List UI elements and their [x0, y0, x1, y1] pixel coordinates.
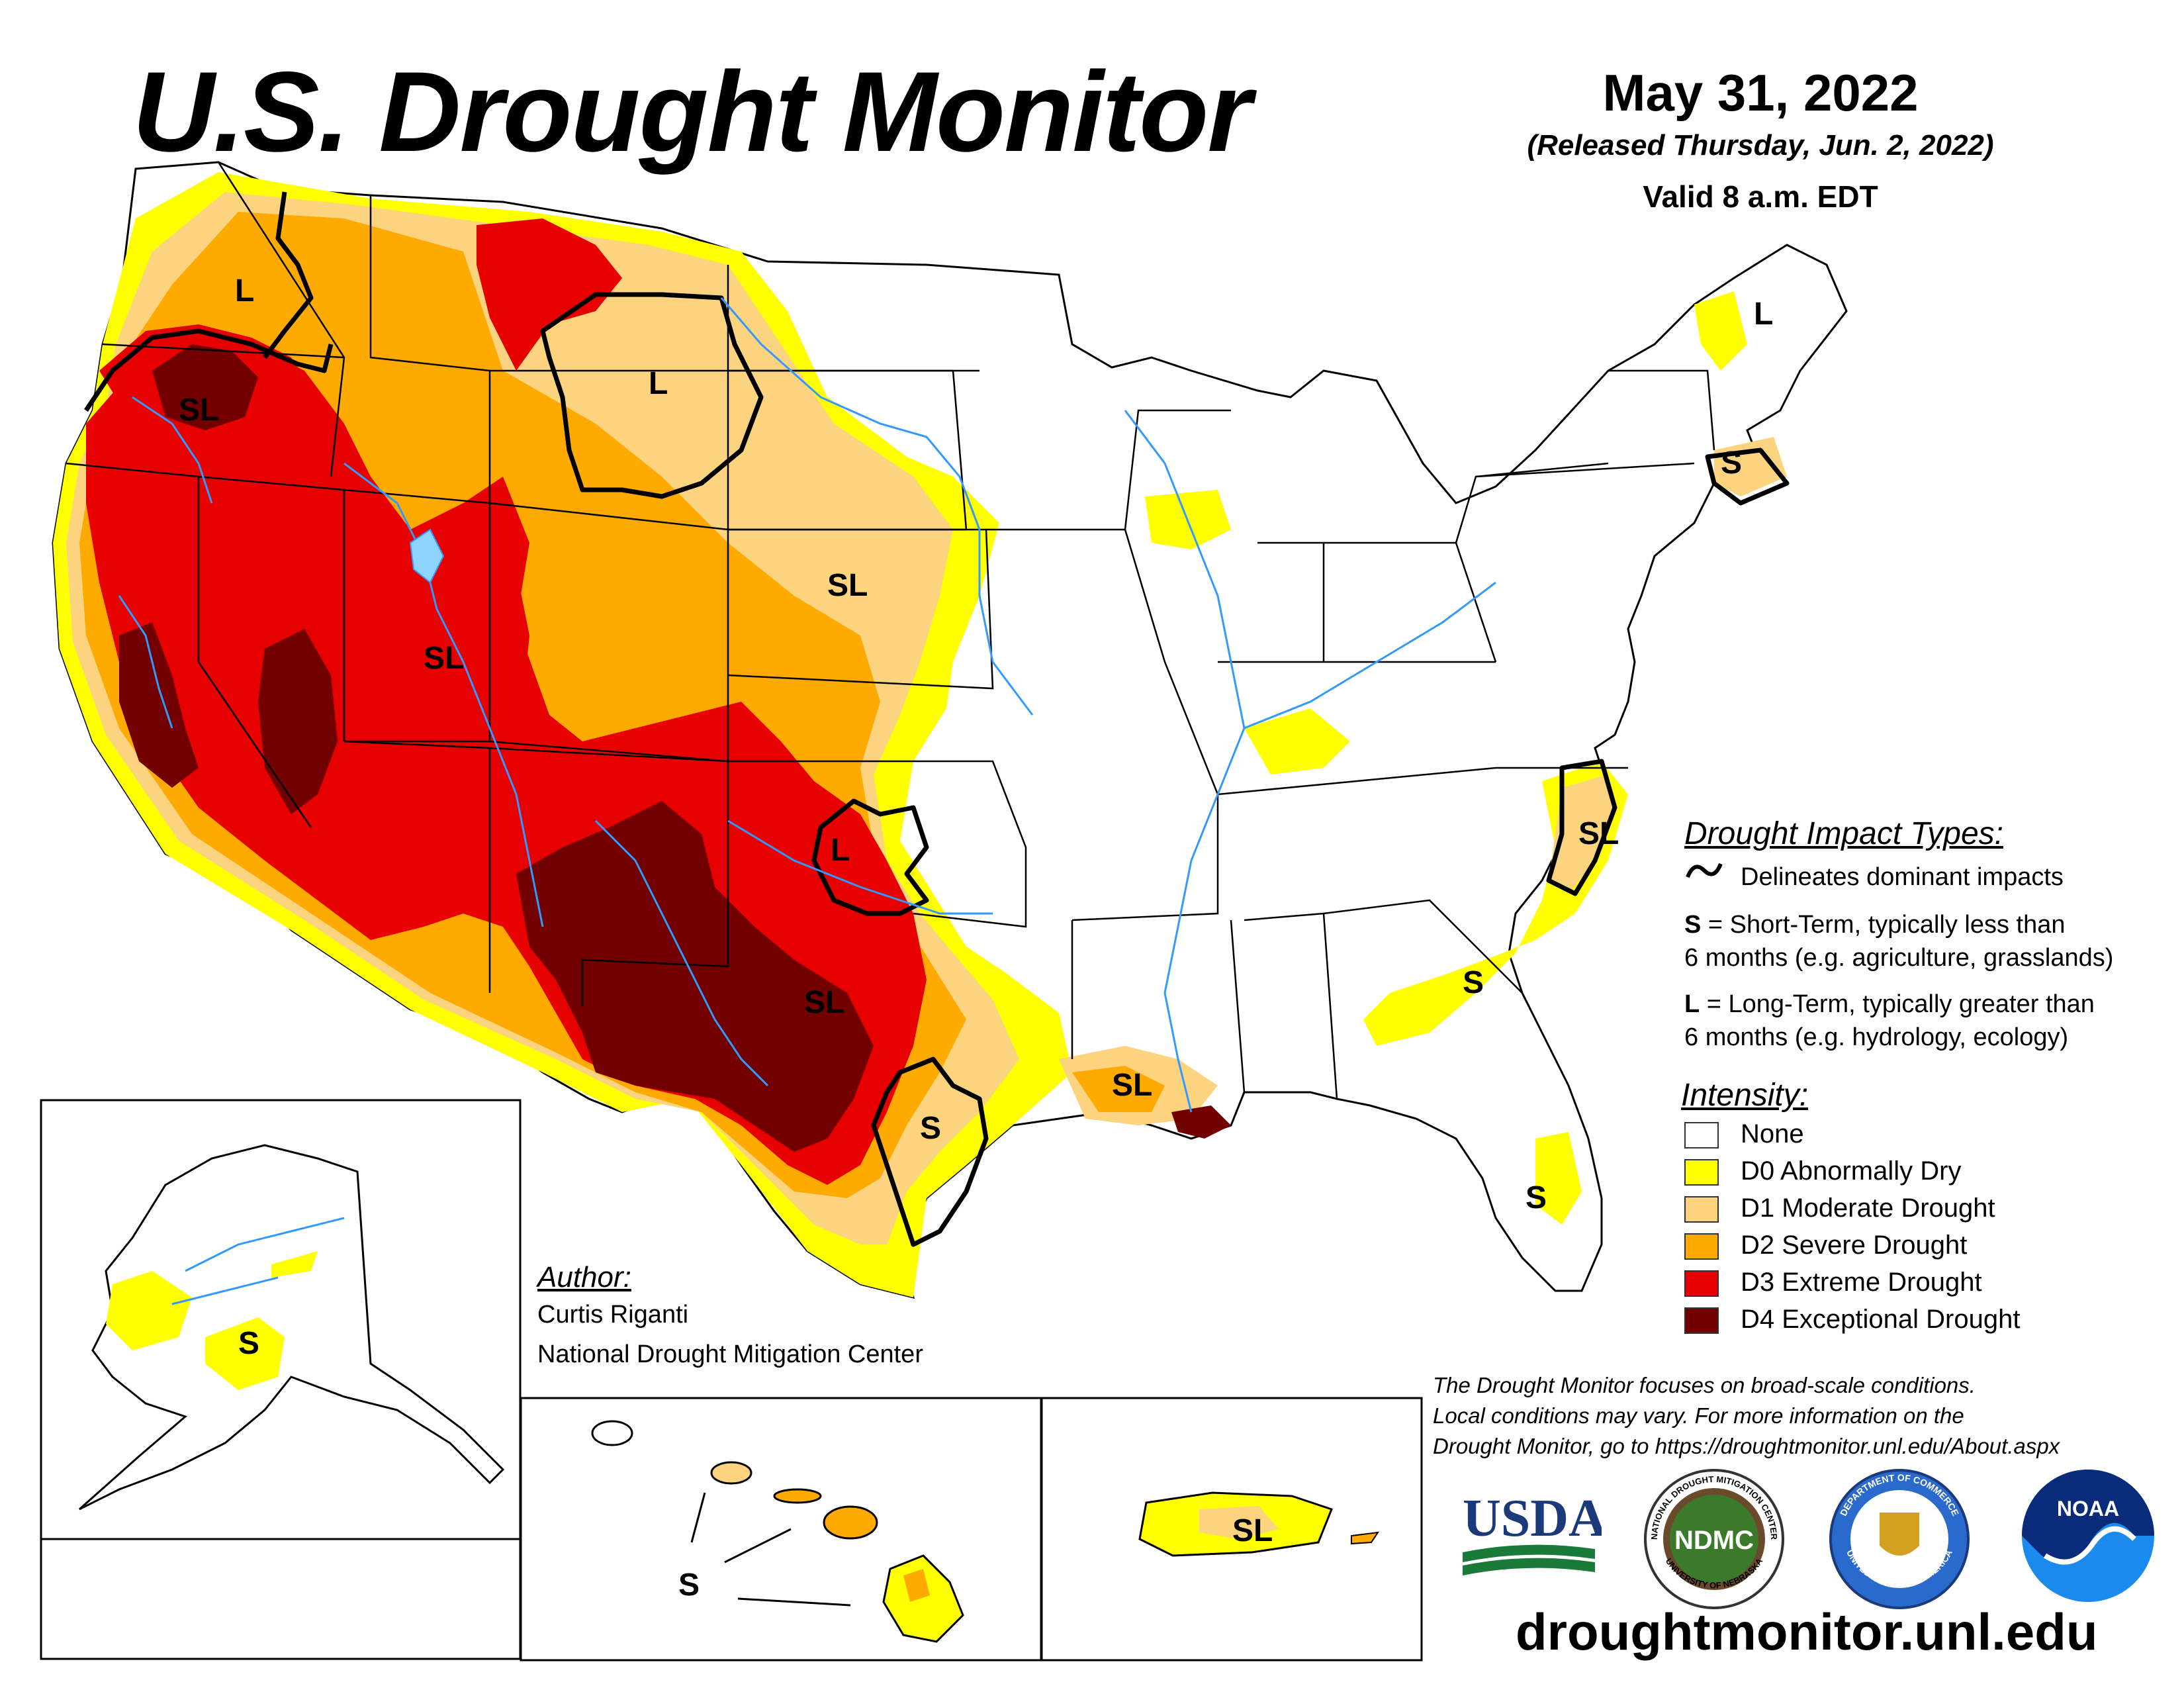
valid-time: Valid 8 a.m. EDT — [1643, 179, 1878, 214]
intensity-label: D2 Severe Drought — [1741, 1231, 1968, 1260]
map-date: May 31, 2022 — [1602, 64, 1919, 122]
long-term-line-2: 6 months (e.g. hydrology, ecology) — [1684, 1023, 2069, 1051]
footer-note: The Drought Monitor focuses on broad-sca… — [1433, 1370, 2161, 1462]
author-organization: National Drought Mitigation Center — [537, 1340, 923, 1368]
d1-region-carolinas — [1549, 774, 1615, 894]
intensity-label: None — [1741, 1119, 1804, 1149]
map-title: U.S. Drought Monitor — [132, 48, 1251, 175]
ndmc-logo: NDMC NATIONAL DROUGHT MITIGATION CENTER … — [1644, 1469, 1784, 1609]
intensity-swatch — [1684, 1159, 1719, 1186]
d3-region-montana — [477, 218, 622, 371]
hawaii-pointer-3 — [737, 1597, 851, 1607]
intensity-swatch — [1684, 1307, 1719, 1334]
short-term-line-2: 6 months (e.g. agriculture, grasslands) — [1684, 944, 2114, 972]
label-nc: SL — [1578, 816, 1619, 851]
delineation-line-icon — [1686, 863, 1723, 878]
label-ma: S — [1721, 445, 1742, 481]
d2-region-louisiana — [1072, 1066, 1165, 1112]
label-me: L — [1754, 297, 1773, 332]
intensity-swatch — [1684, 1233, 1719, 1260]
label-tx: SL — [804, 985, 844, 1020]
svg-text:NDMC: NDMC — [1674, 1526, 1754, 1555]
alaska-inset: S — [40, 1099, 522, 1660]
d0-region-florida — [1535, 1132, 1582, 1225]
commerce-logo: DEPARTMENT OF COMMERCE UNITED STATES OF … — [1829, 1469, 1970, 1609]
label-ga: S — [1463, 965, 1484, 1000]
label-hi: S — [678, 1568, 700, 1603]
impact-legend-heading: Drought Impact Types: — [1684, 816, 2003, 851]
d4-region-oregon — [152, 344, 258, 430]
puerto-rico-inset: SL — [1040, 1397, 1423, 1662]
rivers — [118, 297, 1496, 1113]
hawaii-maui — [823, 1505, 878, 1540]
label-or: SL — [179, 393, 219, 428]
intensity-legend-heading: Intensity: — [1681, 1078, 1809, 1113]
release-date: (Released Thursday, Jun. 2, 2022) — [1527, 129, 1994, 162]
alaska-rivers — [171, 1217, 345, 1305]
hawaii-molokai — [773, 1488, 822, 1504]
hawaii-big-island — [882, 1554, 964, 1643]
label-wa: L — [235, 273, 254, 308]
long-term-line-1: L = Long-Term, typically greater than — [1684, 990, 2095, 1018]
pr-vieques — [1351, 1531, 1380, 1545]
hawaii-inset: S — [520, 1397, 1042, 1662]
website-url[interactable]: droughtmonitor.unl.edu — [1516, 1603, 2098, 1661]
d4-region-newmexico-texas — [516, 801, 874, 1152]
intensity-swatch — [1684, 1122, 1719, 1149]
noaa-logo: NOAA — [2022, 1470, 2154, 1602]
label-ak: S — [238, 1326, 259, 1361]
author-name: Curtis Riganti — [537, 1301, 689, 1329]
label-mt: L — [649, 366, 668, 401]
hawaii-pointer-2 — [724, 1528, 792, 1564]
alaska-d0-west — [106, 1271, 192, 1350]
d4-region-california — [119, 622, 199, 788]
hawaii-big-island-d2 — [903, 1569, 930, 1602]
short-term-line-1: S = Short-Term, typically less than — [1684, 911, 2066, 939]
intensity-label: D0 Abnormally Dry — [1741, 1156, 1962, 1186]
d4-region-louisiana-coast — [1171, 1105, 1231, 1139]
intensity-label: D4 Exceptional Drought — [1741, 1305, 2021, 1334]
delineates-text: Delineates dominant impacts — [1741, 863, 2064, 891]
d4-region-nevada — [258, 629, 338, 814]
usda-logo: USDA — [1463, 1489, 1602, 1575]
label-ne: SL — [827, 568, 868, 603]
label-ut: SL — [424, 641, 464, 676]
intensity-swatch — [1684, 1196, 1719, 1223]
label-fl: S — [1525, 1180, 1547, 1215]
d0-region-kentucky — [1244, 708, 1350, 774]
label-pr: SL — [1232, 1513, 1273, 1548]
label-ok: L — [831, 833, 850, 868]
svg-text:NOAA: NOAA — [2057, 1497, 2119, 1521]
impact-delineation-lines — [84, 191, 1790, 1247]
intensity-label: D3 Extreme Drought — [1741, 1268, 1982, 1297]
svg-text:USDA: USDA — [1463, 1489, 1602, 1548]
alaska-d0-east — [271, 1251, 318, 1278]
alaska-d0-south — [205, 1317, 285, 1390]
label-tx-coast: S — [920, 1111, 941, 1146]
intensity-label: D1 Moderate Drought — [1741, 1194, 1995, 1223]
great-salt-lake — [409, 528, 445, 584]
hawaii-pointer-1 — [690, 1492, 706, 1543]
hawaii-oahu — [710, 1461, 752, 1485]
d0-region-northeast — [1694, 291, 1747, 371]
label-la: SL — [1112, 1068, 1152, 1103]
alaska-landmass — [79, 1144, 505, 1511]
pr-d1 — [1199, 1506, 1279, 1539]
hawaii-kauai — [591, 1420, 633, 1446]
footer-note-line-2: Local conditions may vary. For more info… — [1433, 1403, 1964, 1428]
footer-note-line-3: Drought Monitor, go to https://droughtmo… — [1433, 1434, 2060, 1458]
footer-note-line-1: The Drought Monitor focuses on broad-sca… — [1433, 1373, 1976, 1397]
intensity-swatch — [1684, 1270, 1719, 1297]
author-heading: Author: — [537, 1261, 631, 1293]
